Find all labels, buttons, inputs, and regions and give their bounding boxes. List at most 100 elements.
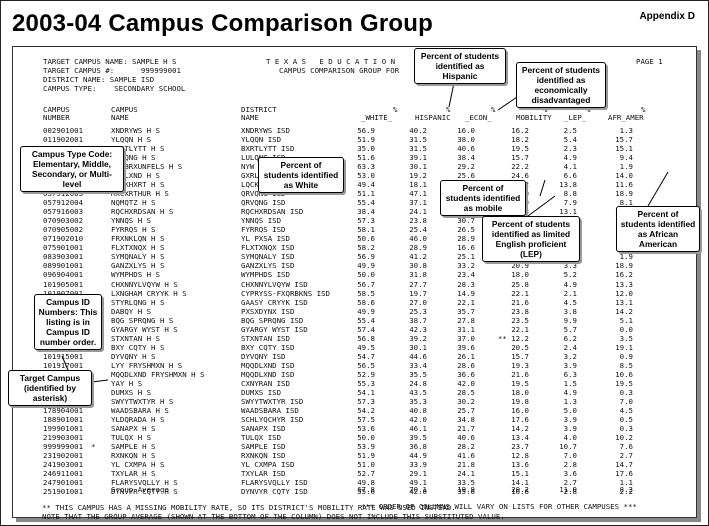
pct-afr: 1.9 <box>619 162 633 172</box>
district-name-cell: BXRTLYTT ISD <box>241 144 295 154</box>
pct-lep: 7.0 <box>563 451 577 461</box>
pct-lep: 3.9 <box>563 360 577 370</box>
target-asterisk: * <box>91 442 96 452</box>
group-average-label: Group Average <box>111 485 169 494</box>
pct-afr: 13.1 <box>615 297 633 307</box>
callout-afr: Percent of students identified as Africa… <box>616 206 700 253</box>
pct-mobility: 18.0 <box>511 270 529 280</box>
pct-mobility: 13.6 <box>511 460 529 470</box>
campus-name: STXNTAN H S <box>111 333 160 343</box>
district-name-cell: PXSXDYNX ISD <box>241 306 295 316</box>
callout-white: Percent of students identified as White <box>258 157 344 194</box>
table-row: 241903001 YL CXMPA H S YL CXMPA ISD 51.0 33.… <box>13 460 698 470</box>
pct-lep: 9.9 <box>563 315 577 325</box>
pct-afr: 0.5 <box>619 414 633 424</box>
campus-name: FRXNKLQN H S <box>111 234 165 244</box>
pct-hispanic: 30.1 <box>409 342 427 352</box>
district-name-cell: SCHLYQCHYR ISD <box>241 414 304 424</box>
pct-white: 51.0 <box>357 460 375 470</box>
pct-mobility: 21.6 <box>511 297 529 307</box>
campus-name: WAADSBARA H S <box>111 405 169 415</box>
col-econ-1: % <box>491 105 496 114</box>
col-lep-2: _LEP_ <box>564 113 587 122</box>
col-afr-2: AFR_AMER <box>608 113 644 122</box>
pct-mobility: 25.8 <box>511 279 529 289</box>
campus-name: LULQNG H S <box>111 153 156 163</box>
footnote-average: NOTE THAT THE GROUP AVERAGE (SHOWN AT TH… <box>42 512 505 521</box>
pct-white: 58.2 <box>357 243 375 253</box>
col-district-name-1: DISTRICT <box>241 105 277 114</box>
table-row: 231902001 RXNKQN H S RXNKQN ISD 51.9 44.9 41.… <box>13 451 698 461</box>
pct-hispanic: 37.1 <box>409 198 427 208</box>
table-row: 011902001 YLQQN H S YLQQN ISD 51.9 31.5 38.0 1… <box>13 135 698 145</box>
pct-white: 53.9 <box>357 442 375 452</box>
pct-afr: 10.2 <box>615 433 633 443</box>
col-hispanic-2: HISPANIC <box>415 113 451 122</box>
campus-name: FLARYSVQLLY H S <box>111 478 178 488</box>
pct-econ: 40.6 <box>457 144 475 154</box>
campus-name: CHXNNYLVQYW H S <box>111 279 178 289</box>
campus-name: YAY H S <box>111 378 143 388</box>
pct-econ: 28.6 <box>457 360 475 370</box>
pct-econ: 21.8 <box>457 460 475 470</box>
pct-econ: 16.6 <box>457 243 475 253</box>
pct-white: 57.3 <box>357 216 375 226</box>
district-name-cell: GAASY CRYYK ISD <box>241 297 308 307</box>
pct-econ: 40.6 <box>457 433 475 443</box>
pct-econ: 30.2 <box>457 396 475 406</box>
pct-white: 57.4 <box>357 324 375 334</box>
campus-number: 247901001 <box>43 478 84 488</box>
pct-hispanic: 39.1 <box>409 153 427 163</box>
pct-mobility: 22.1 <box>511 288 529 298</box>
district-name-cell: XNDRYWS ISD <box>241 126 290 135</box>
campus-number: 071902010 <box>43 234 84 244</box>
district-name-cell: WYMPHDS ISD <box>241 270 290 280</box>
pct-mobility: 23.7 <box>511 442 529 452</box>
pct-afr: 18.9 <box>615 189 633 199</box>
pct-white: 51.6 <box>357 153 375 163</box>
district-name-cell: QRVQNG ISD <box>241 198 286 208</box>
pct-white: 52.7 <box>357 469 375 479</box>
report-printout: TARGET CAMPUS NAME: SAMPLE H S TARGET CA… <box>12 46 697 518</box>
campus-number: 101907001 <box>43 289 83 298</box>
campus-name: TXYLAR H S <box>111 469 156 479</box>
district-name-cell: FLXTXNQX ISD <box>241 243 295 253</box>
pct-lep: 2.4 <box>563 342 577 352</box>
pct-econ: 26.5 <box>457 225 475 235</box>
pct-hispanic: 31.5 <box>409 135 427 145</box>
pct-mobility: 14.1 <box>511 478 529 488</box>
district-name-cell: FLARYSVQLLY ISD <box>241 478 308 488</box>
pct-afr: 12.0 <box>615 288 633 298</box>
pct-white: 38.4 <box>357 207 375 217</box>
district-name-cell: WAADSBARA ISD <box>241 405 299 415</box>
campus-number: 219903001 <box>43 433 84 443</box>
campus-name: WYMPHDS H S <box>111 270 160 280</box>
page-number: PAGE 1 <box>636 57 663 66</box>
avg-lep: 11.0 <box>559 485 577 494</box>
pct-lep: 3.2 <box>563 351 577 361</box>
pct-econ: 28.5 <box>457 387 475 397</box>
pct-lep: 2.8 <box>563 487 577 497</box>
pct-mobility: ** 12.2 <box>497 333 529 343</box>
pct-afr: 18.9 <box>615 261 633 271</box>
pct-hispanic: 35.3 <box>409 396 427 406</box>
district-name-cell: RXNKQN ISD <box>241 451 286 461</box>
table-row: 247901001 FLARYSVQLLY H S FLARYSVQLLY ISD 4… <box>13 478 698 488</box>
table-row: 002901001 XNDRYWS H S XNDRYWS ISD 56.9 40.2 1… <box>13 126 698 136</box>
col-white-1: % <box>393 105 398 114</box>
campus-name: XNDRYWS H S <box>111 126 160 135</box>
pct-mobility: 18.0 <box>511 387 529 397</box>
district-name-cell: GYARGY WYST ISD <box>241 324 308 334</box>
pct-white: 55.4 <box>357 198 375 208</box>
pct-lep: 4.9 <box>563 279 577 289</box>
pct-afr: 19.1 <box>615 342 633 352</box>
campus-number: 251901001 <box>43 487 84 497</box>
pct-mobility: 19.8 <box>511 396 529 406</box>
target-campus-row: 999999001 SAMPLE H S SAMPLE ISD 53.9 36.8 28.… <box>13 442 698 452</box>
pct-econ: 41.6 <box>457 451 475 461</box>
pct-hispanic: 44.9 <box>409 451 427 461</box>
pct-afr: 1.3 <box>619 126 633 135</box>
table-row: 089901001 GANZXLYS H S GANZXLYS ISD 49.9 30.… <box>13 261 698 271</box>
pct-lep: 2.8 <box>563 460 577 470</box>
pct-hispanic: 39.5 <box>409 433 427 443</box>
